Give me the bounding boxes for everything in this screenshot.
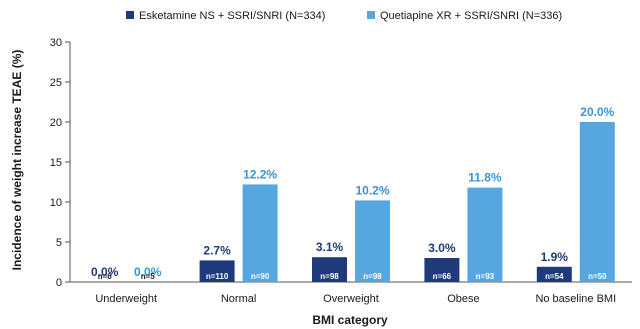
y-tick-label: 5 — [56, 237, 62, 249]
x-axis: Underweight Normal Overweight Obese No basel… — [70, 281, 632, 305]
legend: Esketamine NS + SSRI/SNRI (N=334) Quetia… — [126, 10, 562, 22]
value-label-esketamine: 1.9% — [541, 250, 569, 264]
legend-label-esketamine: Esketamine NS + SSRI/SNRI (N=334) — [139, 10, 325, 22]
bars: 0.0%n=6 0.0%n=52.7%n=11012.2%n=903.1%n=98… — [91, 105, 615, 282]
y-tick-label: 20 — [50, 117, 62, 129]
bar-quetiapine — [355, 200, 390, 282]
value-label-esketamine: 2.7% — [203, 243, 231, 257]
bar-esketamine — [424, 258, 460, 282]
value-label-quetiapine: 11.8% — [468, 171, 502, 185]
y-tick-label: 0 — [56, 277, 62, 289]
legend-swatch-esketamine — [126, 11, 134, 19]
bar-esketamine — [199, 260, 235, 282]
y-tick-label: 25 — [50, 77, 62, 89]
bar-quetiapine — [579, 122, 615, 282]
value-label-quetiapine: 12.2% — [243, 167, 277, 181]
y-tick-label: 30 — [50, 37, 62, 49]
n-label-quetiapine: n=93 — [476, 272, 495, 281]
x-axis-title: BMI category — [312, 313, 388, 327]
legend-label-quetiapine: Quetiapine XR + SSRI/SNRI (N=336) — [380, 10, 562, 22]
n-label-esketamine: n=98 — [320, 272, 339, 281]
value-label-esketamine: 3.1% — [316, 240, 344, 254]
n-label-quetiapine: n=50 — [588, 272, 607, 281]
y-axis-title: Incidence of weight increase TEAE (%) — [10, 50, 24, 271]
n-label-quetiapine: n=5 — [141, 272, 156, 281]
n-label-esketamine: n=110 — [206, 272, 229, 281]
bar-esketamine — [312, 257, 347, 282]
value-label-quetiapine: 0.0% — [134, 265, 162, 279]
x-category-label: Normal — [221, 293, 256, 305]
bar-quetiapine — [242, 184, 278, 282]
bar-esketamine — [536, 266, 572, 282]
n-label-quetiapine: n=98 — [363, 272, 382, 281]
x-category-label: Overweight — [323, 293, 379, 305]
n-label-esketamine: n=54 — [545, 272, 564, 281]
n-label-esketamine: n=66 — [433, 272, 452, 281]
x-category-label: No baseline BMI — [535, 293, 616, 305]
bar-quetiapine — [467, 187, 503, 282]
n-label-esketamine: n=6 — [98, 272, 113, 281]
value-label-esketamine: 3.0% — [428, 241, 456, 255]
x-category-label: Obese — [447, 293, 479, 305]
y-tick-label: 15 — [50, 157, 62, 169]
legend-swatch-quetiapine — [367, 11, 375, 19]
x-category-label: Underweight — [95, 293, 157, 305]
value-label-esketamine: 0.0% — [91, 265, 119, 279]
y-tick-label: 10 — [50, 197, 62, 209]
y-axis: 0 5 10 15 20 25 30 — [50, 37, 71, 289]
value-label-quetiapine: 20.0% — [580, 105, 614, 119]
value-label-quetiapine: 10.2% — [355, 183, 389, 197]
n-label-quetiapine: n=90 — [251, 272, 270, 281]
